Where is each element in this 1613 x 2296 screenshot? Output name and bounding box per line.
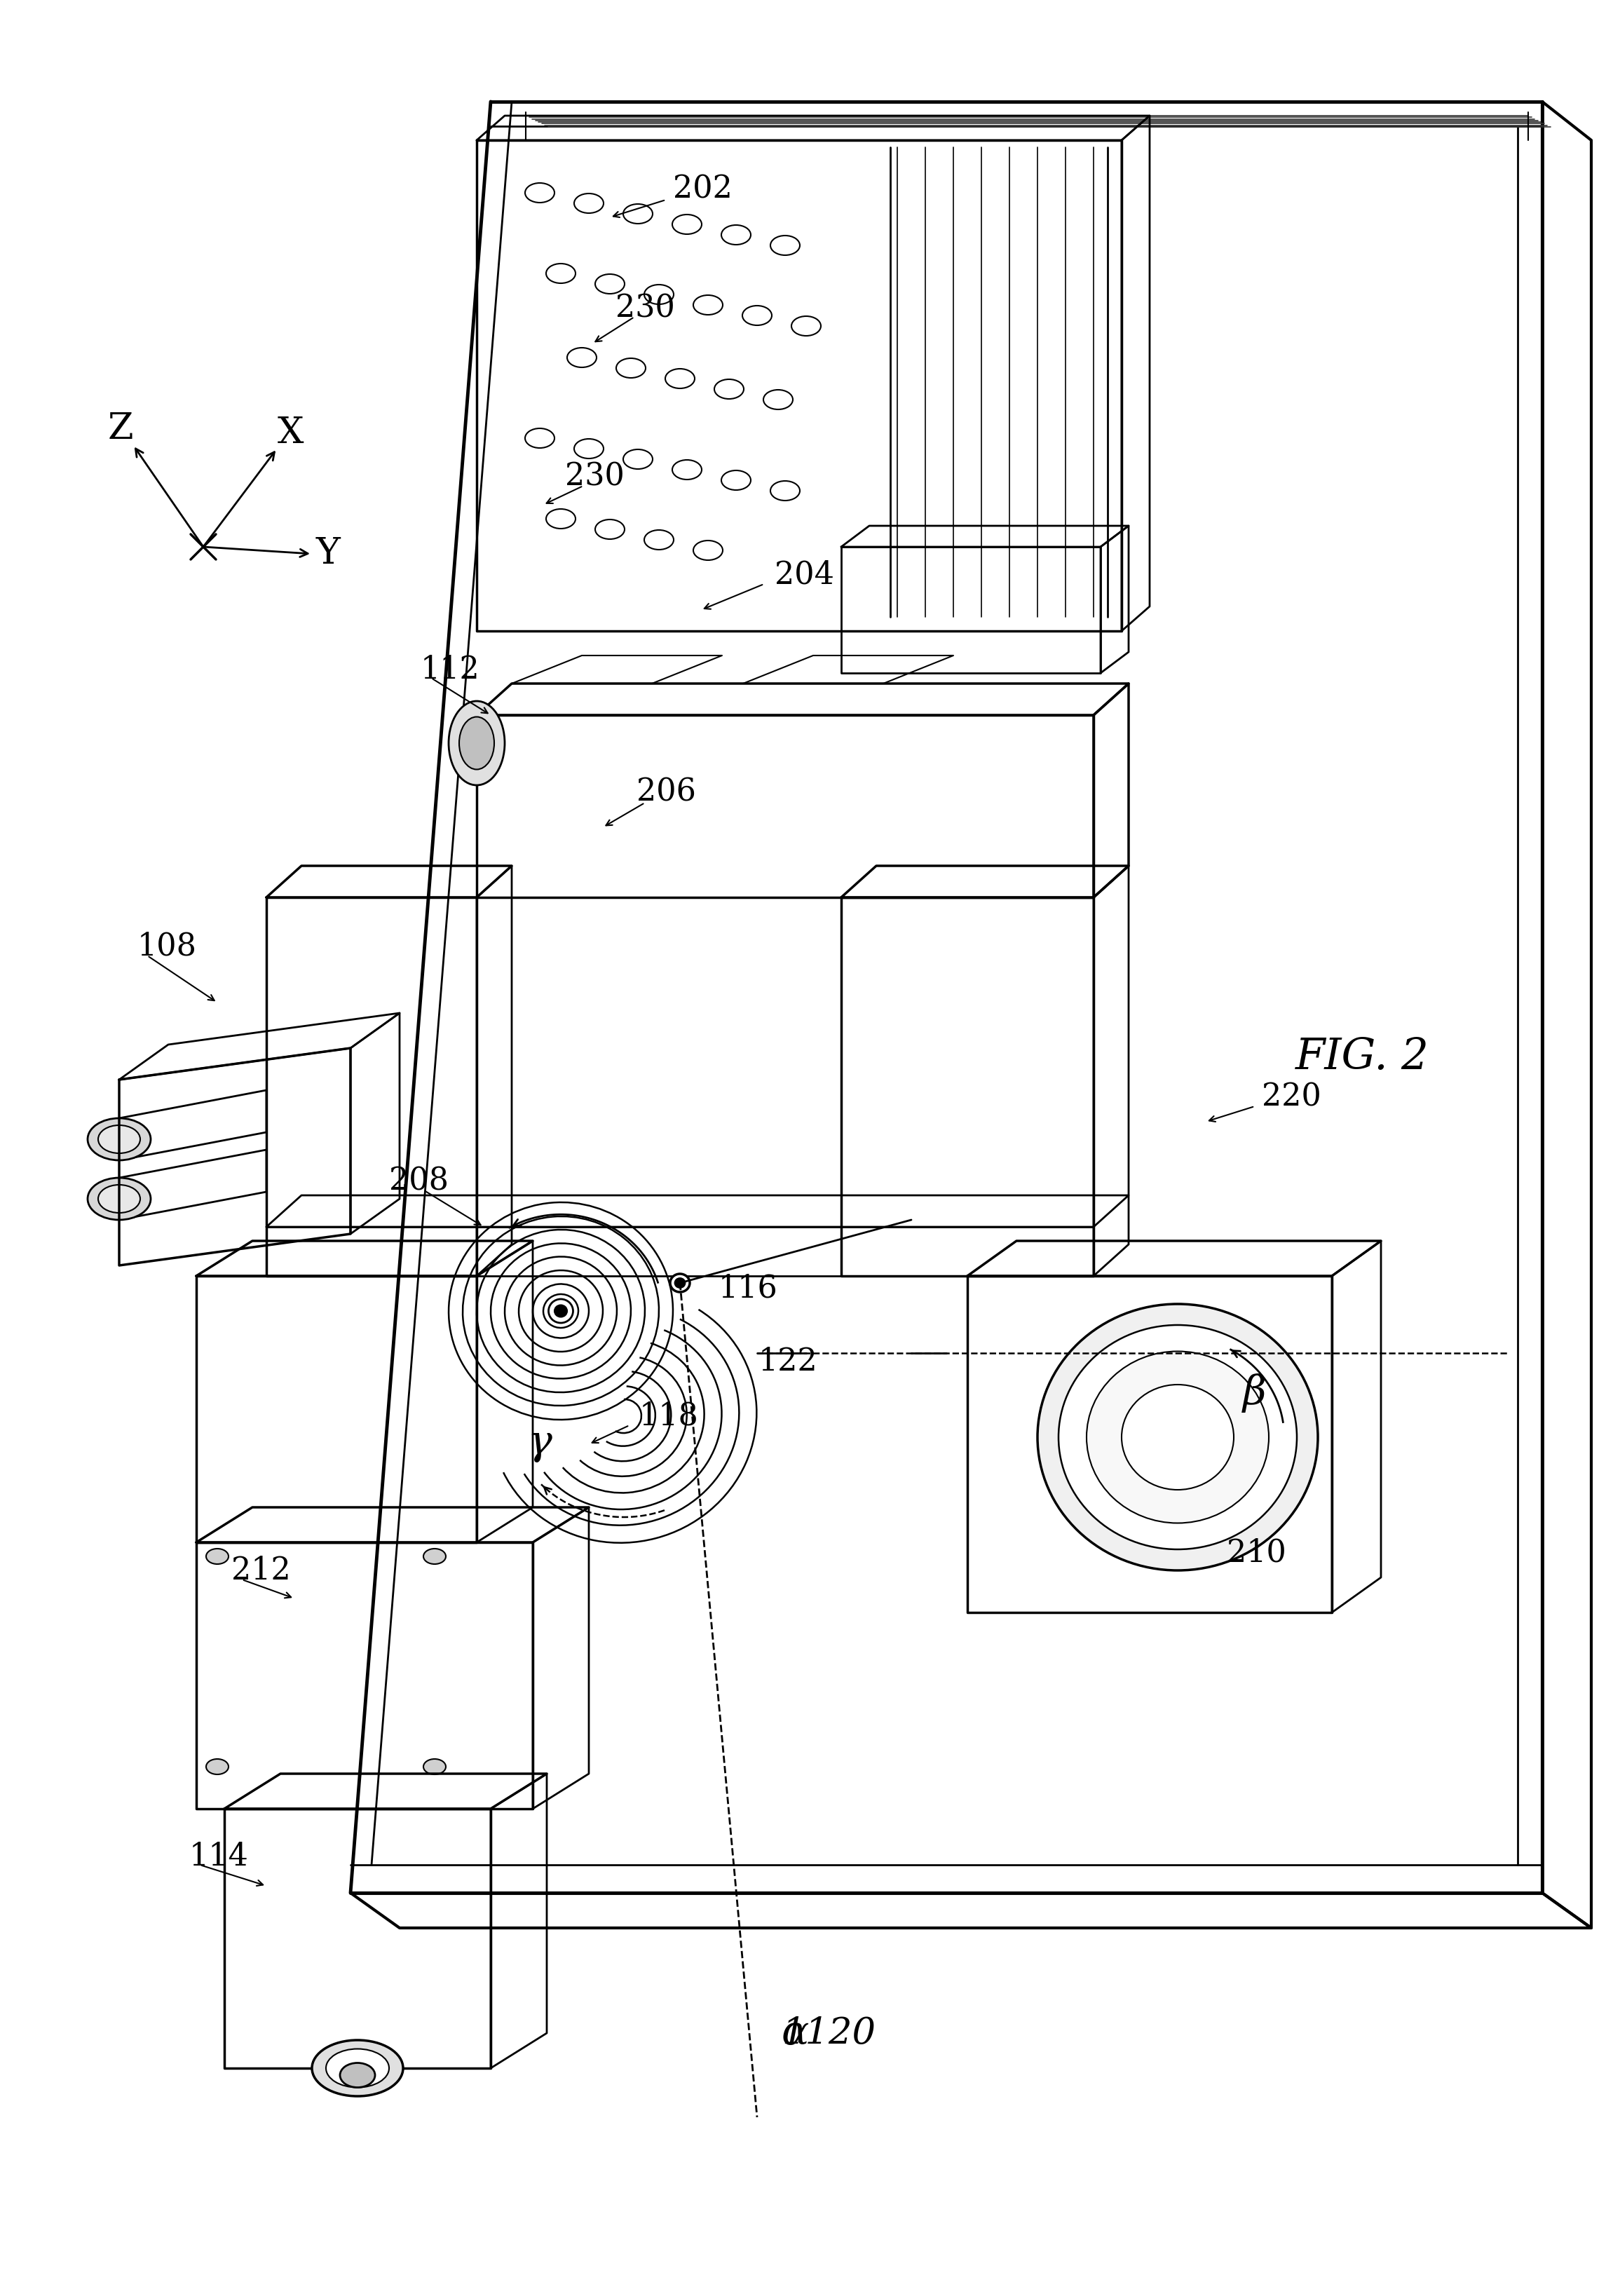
Text: 118: 118 <box>639 1401 698 1430</box>
Ellipse shape <box>669 1274 690 1293</box>
Text: Y: Y <box>316 535 340 572</box>
Ellipse shape <box>1087 1352 1269 1522</box>
Ellipse shape <box>1121 1384 1234 1490</box>
Text: 114: 114 <box>189 1841 248 1871</box>
Text: 204: 204 <box>774 560 834 590</box>
Ellipse shape <box>98 1125 140 1153</box>
Ellipse shape <box>423 1759 445 1775</box>
Text: FIG. 2: FIG. 2 <box>1295 1035 1429 1079</box>
Text: 210: 210 <box>1227 1538 1286 1568</box>
Text: 1120: 1120 <box>782 2016 876 2050</box>
Ellipse shape <box>87 1118 150 1159</box>
Text: 108: 108 <box>137 932 197 962</box>
Ellipse shape <box>555 1304 568 1318</box>
Text: α: α <box>782 2014 810 2053</box>
Ellipse shape <box>460 716 494 769</box>
Ellipse shape <box>311 2041 403 2096</box>
Ellipse shape <box>326 2048 389 2087</box>
Ellipse shape <box>1058 1325 1297 1550</box>
Ellipse shape <box>1037 1304 1318 1570</box>
Ellipse shape <box>98 1185 140 1212</box>
Text: 116: 116 <box>718 1274 777 1304</box>
Text: Z: Z <box>108 411 134 448</box>
Text: 212: 212 <box>231 1554 290 1587</box>
Ellipse shape <box>423 1550 445 1564</box>
Ellipse shape <box>206 1759 229 1775</box>
Text: β: β <box>1244 1373 1266 1412</box>
Text: 208: 208 <box>389 1166 448 1196</box>
Text: γ: γ <box>527 1424 552 1463</box>
Text: 122: 122 <box>758 1345 818 1378</box>
Ellipse shape <box>206 1550 229 1564</box>
Ellipse shape <box>448 700 505 785</box>
Ellipse shape <box>548 1300 573 1322</box>
Ellipse shape <box>340 2062 376 2087</box>
Text: 206: 206 <box>636 776 695 808</box>
Text: 202: 202 <box>673 174 732 204</box>
Text: 220: 220 <box>1261 1081 1321 1111</box>
Text: 112: 112 <box>421 654 481 684</box>
Text: 230: 230 <box>615 294 674 324</box>
Text: 230: 230 <box>565 461 624 491</box>
Text: X: X <box>277 416 305 450</box>
Ellipse shape <box>87 1178 150 1219</box>
Ellipse shape <box>676 1279 686 1288</box>
